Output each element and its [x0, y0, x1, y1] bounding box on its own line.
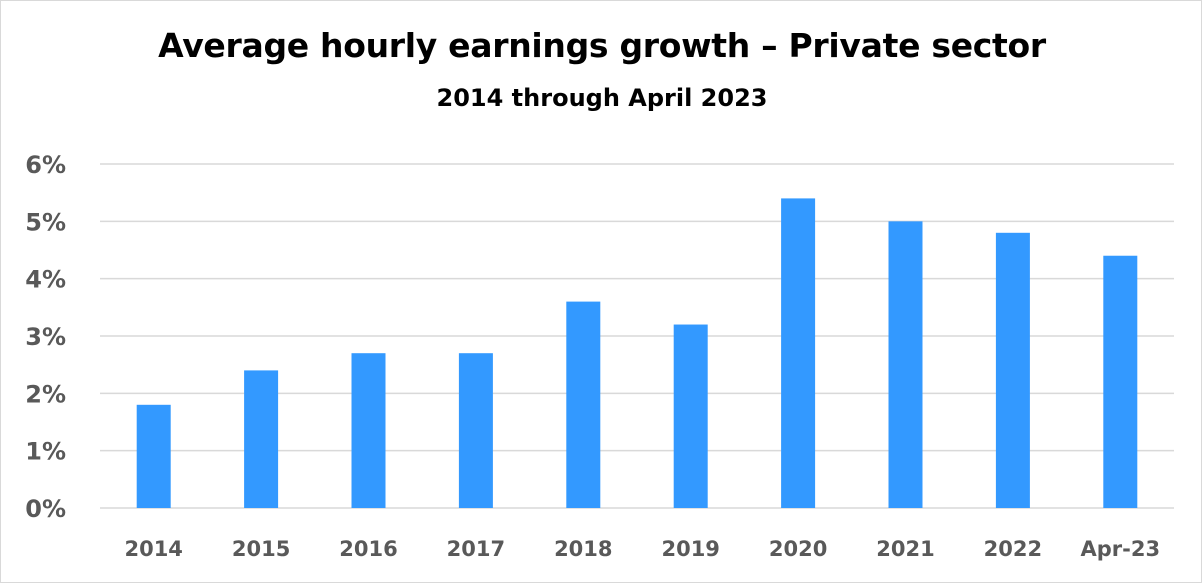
bar-2018	[566, 301, 601, 508]
bar-2022	[995, 232, 1030, 509]
y-tick-label: 0%	[25, 495, 66, 523]
bar-2014	[136, 404, 171, 508]
chart-title: Average hourly earnings growth – Private…	[158, 26, 1046, 65]
bar-2020	[781, 198, 816, 508]
bar-2021	[888, 221, 923, 509]
x-category-label: 2021	[876, 537, 934, 561]
x-axis-category-labels: 2014 2015 2016 2017 2018 2019 2020 2021 2022 Apr-…	[124, 537, 1160, 561]
y-tick-label: 4%	[25, 266, 66, 294]
y-tick-label: 5%	[25, 208, 66, 236]
x-category-label: 2017	[447, 537, 505, 561]
bar-2016	[351, 353, 386, 508]
y-axis-tick-labels: 0% 1% 2% 3% 4% 5% 6%	[25, 151, 66, 523]
bars	[136, 198, 1138, 509]
y-tick-label: 2%	[25, 380, 66, 408]
gridlines	[100, 163, 1174, 509]
bar-Apr-23	[1103, 255, 1138, 508]
x-category-label: 2020	[769, 537, 827, 561]
y-tick-label: 6%	[25, 151, 66, 179]
bar-2019	[673, 324, 708, 508]
x-category-label: 2016	[339, 537, 397, 561]
x-category-label: 2022	[984, 537, 1042, 561]
x-category-label: 2018	[554, 537, 612, 561]
x-category-label: 2015	[232, 537, 290, 561]
y-tick-label: 1%	[25, 438, 66, 466]
bar-2015	[244, 370, 279, 508]
x-category-label: Apr-23	[1081, 537, 1161, 561]
y-tick-label: 3%	[25, 323, 66, 351]
x-category-label: 2014	[124, 537, 182, 561]
chart-subtitle: 2014 through April 2023	[436, 84, 768, 112]
x-category-label: 2019	[661, 537, 719, 561]
bar-2017	[458, 353, 493, 508]
